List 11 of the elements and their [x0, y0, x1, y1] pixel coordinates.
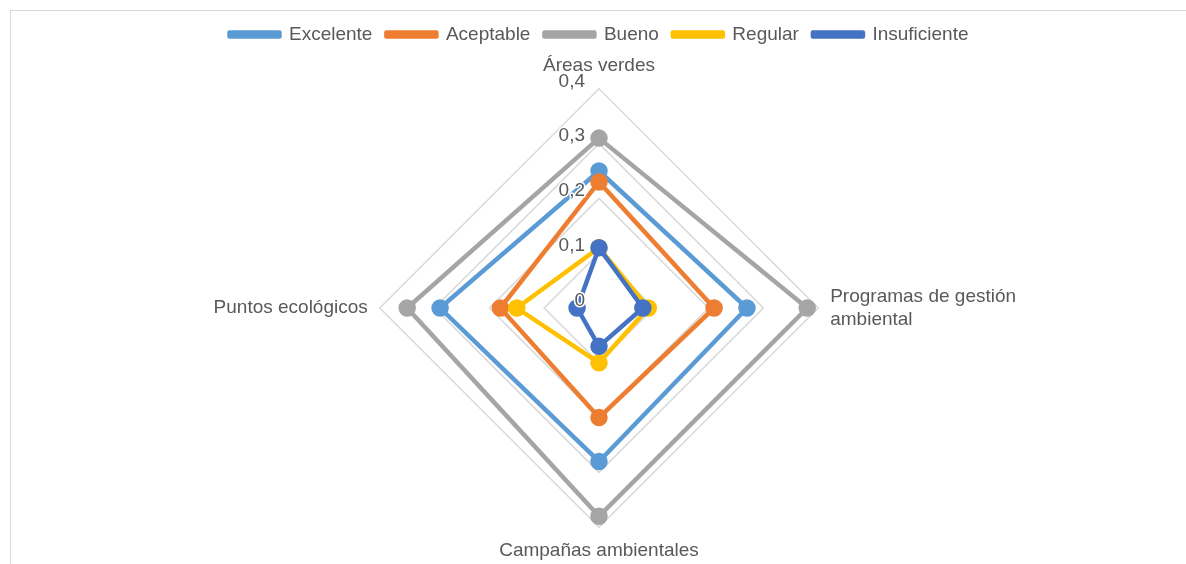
legend-label: Bueno [603, 22, 659, 44]
spoke-label: Programas de gestión ambiental [830, 284, 1017, 329]
y-tick-label: 0,1 [558, 233, 585, 255]
y-tick-label: 0,3 [558, 124, 585, 146]
legend-label: Excelente [288, 22, 373, 44]
spoke-label: Puntos ecológicos [213, 296, 368, 318]
spoke-label: Áreas verdes [543, 53, 655, 75]
legend-label: Insuficiente [872, 22, 969, 44]
spoke-label: Campañas ambientales [499, 538, 699, 560]
legend-label: Regular [732, 22, 800, 44]
legend-label: Aceptable [445, 22, 531, 44]
